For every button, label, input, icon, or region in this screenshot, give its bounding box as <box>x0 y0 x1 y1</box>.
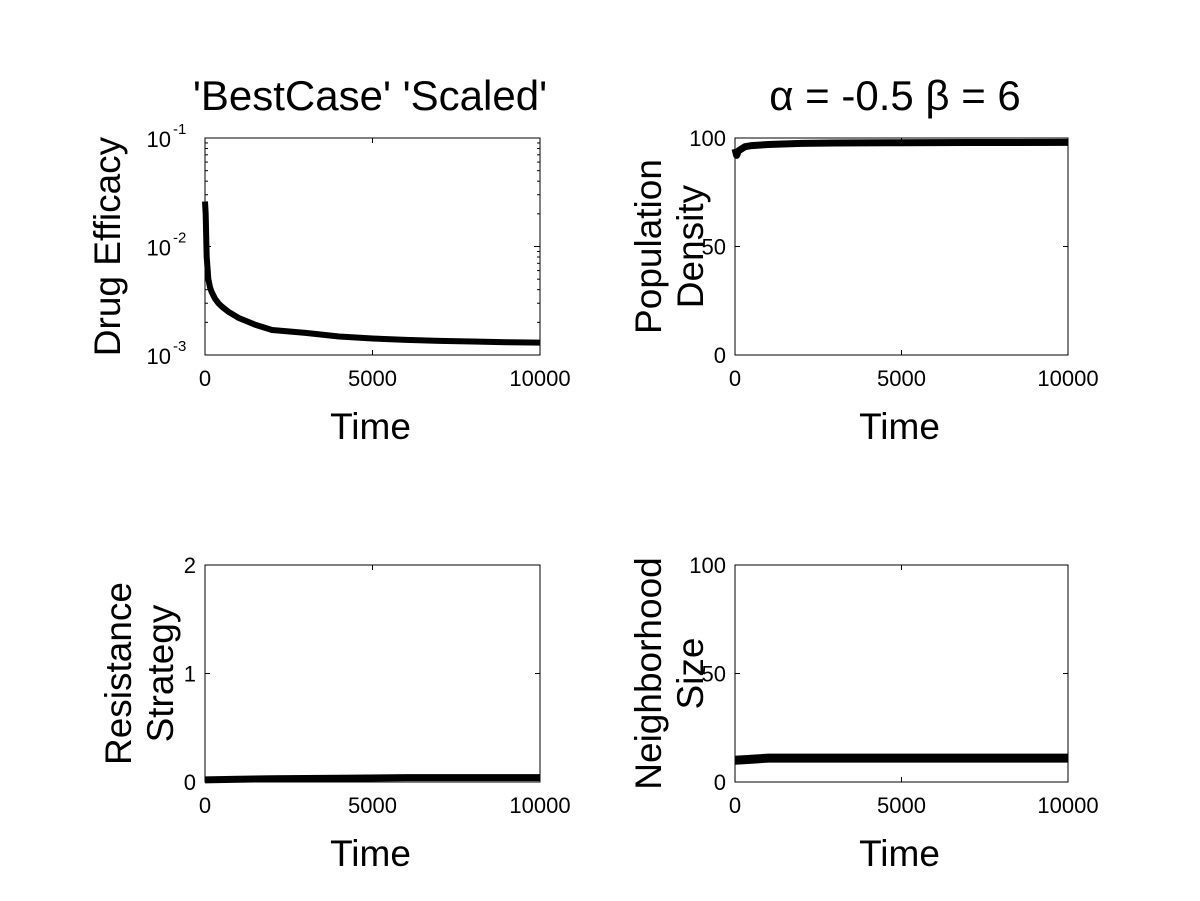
y-tick-label: 50 <box>702 662 726 687</box>
y-axis-label-line: Neighborhood <box>628 557 669 789</box>
y-axis-label-line: Size <box>670 638 711 710</box>
series-line <box>204 774 540 784</box>
y-tick-label: 100 <box>689 553 726 578</box>
y-axis-label: NeighborhoodSize <box>628 557 711 789</box>
y-tick-label: 10 <box>147 127 171 152</box>
y-tick-label: 2 <box>184 553 196 578</box>
x-axis-label: Time <box>859 406 940 447</box>
x-tick-label: 10000 <box>1037 793 1098 818</box>
y-axis-label: ResistanceStrategy <box>98 582 181 765</box>
x-tick-label: 5000 <box>877 366 926 391</box>
plot-frame <box>734 137 1069 356</box>
x-axis-label: Time <box>330 406 411 447</box>
y-tick-exponent: -1 <box>173 121 186 138</box>
panel-population-density: 0 5000 10000 0 50 100 Time PopulationDensity <box>628 126 1099 447</box>
x-axis-label: Time <box>859 833 940 874</box>
y-tick-exponent: -2 <box>173 230 186 247</box>
panel-resistance-strategy: 0 5000 10000 0 1 2 Time ResistanceStrategy <box>98 553 571 874</box>
x-tick-label: 10000 <box>509 366 570 391</box>
x-axis-label: Time <box>330 833 411 874</box>
y-axis-label-line: Resistance <box>98 582 139 765</box>
y-axis-label-line: Strategy <box>140 604 181 742</box>
y-tick-label: 50 <box>702 235 726 260</box>
plot-frame <box>204 564 541 783</box>
y-axis-label-line: Population <box>628 159 669 334</box>
y-tick-label: 10 <box>147 236 171 261</box>
figure-title-left: 'BestCase' 'Scaled' <box>193 72 547 119</box>
series-line <box>731 138 1069 159</box>
figure-title-right: α = -0.5 β = 6 <box>769 72 1021 119</box>
y-tick-label: 0 <box>184 770 196 795</box>
x-tick-label: 0 <box>729 366 741 391</box>
y-tick-label: 0 <box>714 770 726 795</box>
y-axis-label-line: Density <box>670 184 711 308</box>
x-tick-label: 0 <box>199 793 211 818</box>
x-tick-label: 0 <box>199 366 211 391</box>
x-tick-label: 5000 <box>877 793 926 818</box>
plot-frame <box>734 564 1069 783</box>
x-tick-label: 10000 <box>1037 366 1098 391</box>
y-tick-label: 100 <box>689 126 726 151</box>
y-tick-exponent: -3 <box>173 338 186 355</box>
x-tick-label: 5000 <box>348 366 397 391</box>
x-tick-label: 10000 <box>509 793 570 818</box>
y-tick-label: 1 <box>184 662 196 687</box>
y-axis-label: Drug Efficacy <box>87 136 128 356</box>
y-tick-label: 10 <box>147 344 171 369</box>
series-line <box>202 201 541 346</box>
x-tick-label: 0 <box>729 793 741 818</box>
y-tick-label: 0 <box>714 343 726 368</box>
panel-neighborhood-size: 0 5000 10000 0 50 100 Time NeighborhoodSize <box>628 553 1099 874</box>
series-line <box>734 753 1068 765</box>
x-tick-label: 5000 <box>348 793 397 818</box>
y-axis-label: PopulationDensity <box>628 159 711 334</box>
